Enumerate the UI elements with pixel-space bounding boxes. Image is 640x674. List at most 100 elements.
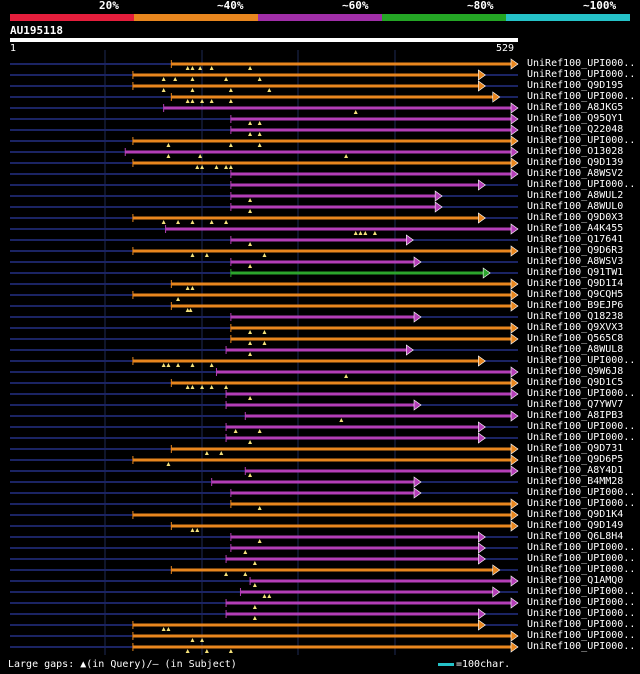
hit-label[interactable]: UniRef100_Q9W6J8 [527, 366, 624, 377]
hit-label[interactable]: UniRef100_Q22048 [527, 124, 624, 135]
hit-label[interactable]: UniRef100_Q9D1K4 [527, 509, 624, 520]
scale-segment [10, 14, 134, 21]
query-gap-marker [161, 88, 166, 92]
scale-label: ~40% [217, 0, 244, 12]
hit-end-arrow [510, 322, 519, 334]
query-gap-marker [257, 506, 262, 510]
hit-label[interactable]: UniRef100_A8JKG5 [527, 102, 624, 113]
hit-end-arrow [510, 157, 519, 169]
cyan-scale-key [438, 662, 454, 666]
query-gap-marker [257, 77, 262, 81]
hit-label[interactable]: UniRef100_Q1AMQ0 [527, 575, 624, 586]
hit-end-arrow [510, 575, 519, 587]
hit-label[interactable]: UniRef100_Q9D149 [527, 520, 624, 531]
hit-label[interactable]: UniRef100_UPI000.. [527, 553, 636, 564]
hit-end-arrow [510, 377, 519, 389]
query-gap-marker [176, 363, 181, 367]
hit-end-arrow [510, 509, 519, 521]
hit-label[interactable]: UniRef100_UPI000.. [527, 58, 636, 69]
query-gap-marker [257, 539, 262, 543]
hit-label[interactable]: UniRef100_Q565C8 [527, 333, 624, 344]
hit-label[interactable]: UniRef100_A8WUL2 [527, 190, 624, 201]
query-gap-marker [339, 418, 344, 422]
query-gap-marker [200, 638, 205, 642]
hit-end-arrow [510, 245, 519, 257]
query-gap-marker [200, 99, 205, 103]
hit-label[interactable]: UniRef100_UPI000.. [527, 586, 636, 597]
query-gap-marker [166, 143, 171, 147]
hit-label[interactable]: UniRef100_UPI000.. [527, 421, 636, 432]
hit-end-arrow [413, 487, 422, 499]
hit-end-arrow [510, 597, 519, 609]
hit-label[interactable]: UniRef100_A8WSV2 [527, 168, 624, 179]
hit-label[interactable]: UniRef100_UPI000.. [527, 564, 636, 575]
hit-label[interactable]: UniRef100_A4K455 [527, 223, 624, 234]
hit-end-arrow [510, 278, 519, 290]
hit-label[interactable]: UniRef100_Q6L8H4 [527, 531, 624, 542]
query-gap-marker [248, 330, 253, 334]
hit-label[interactable]: UniRef100_A8WUL8 [527, 344, 624, 355]
hit-label[interactable]: UniRef100_A8WUL0 [527, 201, 624, 212]
hit-end-arrow [510, 410, 519, 422]
query-gap-marker [224, 165, 229, 169]
hit-end-arrow [510, 102, 519, 114]
length-scale-text: =100char. [456, 659, 511, 670]
hit-label[interactable]: UniRef100_UPI000.. [527, 388, 636, 399]
hit-label[interactable]: UniRef100_UPI000.. [527, 179, 636, 190]
hit-end-arrow [510, 388, 519, 400]
hit-label[interactable]: UniRef100_UPI000.. [527, 608, 636, 619]
hit-label[interactable]: UniRef100_A8IPB3 [527, 410, 624, 421]
query-gap-marker [166, 462, 171, 466]
hit-label[interactable]: UniRef100_Q9D1I4 [527, 278, 624, 289]
hit-label[interactable]: UniRef100_A8WSV3 [527, 256, 624, 267]
hit-label[interactable]: UniRef100_Q9D0X3 [527, 212, 624, 223]
hit-label[interactable]: UniRef100_UPI000.. [527, 135, 636, 146]
hit-label[interactable]: UniRef100_Q9CQH5 [527, 289, 624, 300]
scale-label: ~80% [467, 0, 494, 12]
hit-label[interactable]: UniRef100_UPI000.. [527, 432, 636, 443]
scale-segment [134, 14, 258, 21]
hit-label[interactable]: UniRef100_B9EJP6 [527, 300, 624, 311]
hit-label[interactable]: UniRef100_UPI000.. [527, 69, 636, 80]
hit-label[interactable]: UniRef100_Q7YWV7 [527, 399, 624, 410]
hit-label[interactable]: UniRef100_Q17641 [527, 234, 624, 245]
hit-label[interactable]: UniRef100_UPI000.. [527, 487, 636, 498]
hit-label[interactable]: UniRef100_Q9XVX3 [527, 322, 624, 333]
hit-end-arrow [478, 432, 486, 444]
hit-label[interactable]: UniRef100_Q18238 [527, 311, 624, 322]
hit-label[interactable]: UniRef100_UPI000.. [527, 597, 636, 608]
hit-label[interactable]: UniRef100_UPI000.. [527, 91, 636, 102]
hit-label[interactable]: UniRef100_UPI000.. [527, 641, 636, 652]
hit-label[interactable]: UniRef100_UPI000.. [527, 355, 636, 366]
query-gap-marker [248, 132, 253, 136]
hit-label[interactable]: UniRef100_UPI000.. [527, 542, 636, 553]
query-gap-marker [198, 66, 203, 70]
hit-label[interactable]: UniRef100_Q9D6P5 [527, 454, 624, 465]
hit-label[interactable]: UniRef100_Q9D1C5 [527, 377, 624, 388]
hit-end-arrow [478, 212, 486, 224]
query-gap-marker [257, 132, 262, 136]
hit-end-arrow [510, 223, 519, 235]
query-gap-marker [252, 561, 257, 565]
hit-label[interactable]: UniRef100_Q91TW1 [527, 267, 624, 278]
hit-label[interactable]: UniRef100_O13028 [527, 146, 624, 157]
query-gap-marker [200, 165, 205, 169]
hit-label[interactable]: UniRef100_UPI000.. [527, 498, 636, 509]
hit-label[interactable]: UniRef100_Q9D195 [527, 80, 624, 91]
hit-label[interactable]: UniRef100_Q95QY1 [527, 113, 624, 124]
hit-end-arrow [413, 476, 422, 488]
hit-label[interactable]: UniRef100_Q9D139 [527, 157, 624, 168]
query-gap-marker [190, 88, 195, 92]
hit-label[interactable]: UniRef100_UPI000.. [527, 630, 636, 641]
hit-label[interactable]: UniRef100_A8Y4D1 [527, 465, 624, 476]
scale-label: 20% [99, 0, 119, 12]
hit-label[interactable]: UniRef100_B4MM28 [527, 476, 624, 487]
hit-label[interactable]: UniRef100_Q9D6R3 [527, 245, 624, 256]
hit-label[interactable]: UniRef100_Q9D731 [527, 443, 624, 454]
hit-end-arrow [478, 179, 486, 191]
hit-end-arrow [510, 520, 519, 532]
hit-label[interactable]: UniRef100_UPI000.. [527, 619, 636, 630]
hit-end-arrow [478, 542, 486, 554]
query-gap-marker [161, 363, 166, 367]
